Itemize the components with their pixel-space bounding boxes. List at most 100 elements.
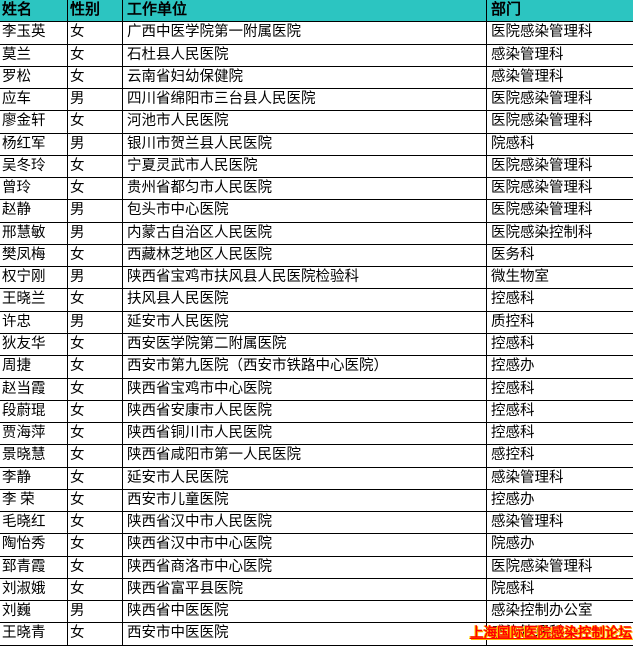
cell-name: 权宁刚	[2, 269, 46, 286]
cell-gender: 女	[67, 467, 122, 489]
cell-department: 控感办	[486, 489, 633, 512]
column-header-organization: 工作单位	[122, 0, 486, 22]
cell-organization: 银川市贺兰县人民医院	[122, 133, 486, 155]
cell-gender: 女	[67, 44, 122, 66]
table-row: 权宁刚 男陕西省宝鸡市扶风县人民医院检验科 微生物室	[0, 267, 633, 290]
cell-organization: 陕西省安康市人民医院	[122, 400, 486, 423]
table-row: 杨红军 男银川市贺兰县人民医院 院感科	[0, 133, 633, 156]
cell-gender: 男	[67, 311, 122, 333]
cell-department: 控感科	[486, 378, 633, 400]
forum-watermark: 上海国际医院感染控制论坛	[470, 625, 632, 640]
cell-gender: 男	[67, 89, 122, 111]
table-header-row: 姓名 性别 工作单位 部门	[0, 0, 633, 23]
cell-gender: 女	[67, 578, 122, 601]
cell-gender: 女	[67, 512, 122, 534]
cell-department: 控感科	[486, 423, 633, 445]
table-row: 莫兰 女石杜县人民医院 感染管理科	[0, 44, 633, 67]
cell-department: 医院感染管理科	[486, 111, 633, 133]
cell-gender: 女	[67, 178, 122, 200]
cell-name: 赵当霞	[2, 380, 46, 397]
cell-organization: 西安市第九医院（西安市铁路中心医院）	[122, 356, 486, 378]
table-row: 狄友华 女西安医学院第二附属医院 控感科	[0, 333, 633, 357]
table-body: 李玉英女广西中医学院第一附属医院 医院感染管理科 莫兰女石杜县人民医院 感染管理科 罗松…	[0, 22, 633, 646]
table-row: 罗松 女云南省妇幼保健院 感染管理科	[0, 66, 633, 90]
table-row: 曾玲 女贵州省都匀市人民医院 医院感染管理科	[0, 178, 633, 201]
cell-department: 质控科	[486, 311, 633, 333]
cell-department: 医务科	[486, 244, 633, 267]
table-row: 郅青霞 女陕西省商洛市中心医院 医院感染管理科	[0, 556, 633, 579]
cell-gender: 男	[67, 133, 122, 155]
cell-department: 医院感染控制科	[486, 222, 633, 244]
table-row: 王晓兰 女扶风县人民医院 控感科	[0, 289, 633, 312]
cell-department: 控感办	[486, 356, 633, 378]
cell-name: 李静	[2, 469, 31, 486]
cell-gender: 女	[67, 289, 122, 311]
cell-name: 李 荣	[2, 491, 35, 508]
table-row: 吴冬玲 女宁夏灵武市人民医院 医院感染管理科	[0, 155, 633, 179]
cell-organization: 包头市中心医院	[122, 200, 486, 222]
cell-name: 周捷	[2, 358, 31, 375]
cell-gender: 女	[67, 556, 122, 578]
cell-name: 许忠	[2, 313, 31, 330]
cell-department: 控感科	[486, 289, 633, 311]
cell-organization: 宁夏灵武市人民医院	[122, 155, 486, 178]
cell-gender: 男	[67, 601, 122, 623]
table-row: 李 荣 女西安市儿童医院 控感办	[0, 489, 633, 513]
cell-name: 景晓慧	[2, 447, 46, 464]
cell-department: 医院感染管理科	[486, 22, 633, 44]
cell-department: 院感办	[486, 534, 633, 556]
table-row: 李静 女延安市人民医院 感染管理科	[0, 467, 633, 490]
cell-department: 控感科	[486, 333, 633, 356]
cell-organization: 内蒙古自治区人民医院	[122, 222, 486, 244]
cell-organization: 云南省妇幼保健院	[122, 66, 486, 89]
table-row: 刘巍 男陕西省中医医院 感染控制办公室	[0, 601, 633, 624]
cell-name: 刘淑娥	[2, 580, 46, 597]
cell-department: 感染管理科	[486, 467, 633, 489]
table-row: 段蔚琨 女陕西省安康市人民医院 控感科	[0, 400, 633, 424]
cell-department: 感染管理科	[486, 623, 633, 645]
cell-gender: 女	[67, 22, 122, 44]
table-row: 毛晓红 女陕西省汉中市人民医院 感染管理科	[0, 512, 633, 535]
cell-organization: 西安市儿童医院	[122, 489, 486, 512]
cell-department: 医院感染管理科	[486, 89, 633, 111]
cell-organization: 陕西省汉中市中心医院	[122, 534, 486, 556]
cell-department: 控感科	[486, 400, 633, 423]
table-row: 陶怡秀 女陕西省汉中市中心医院 院感办	[0, 534, 633, 557]
cell-organization: 石杜县人民医院	[122, 44, 486, 66]
cell-organization: 西藏林芝地区人民医院	[122, 244, 486, 267]
cell-department: 感控科	[486, 445, 633, 467]
table-row: 赵当霞 女陕西省宝鸡市中心医院 控感科	[0, 378, 633, 401]
cell-gender: 女	[67, 111, 122, 133]
column-header-department: 部门	[486, 0, 633, 22]
cell-gender: 女	[67, 534, 122, 556]
cell-name: 刘巍	[2, 603, 31, 620]
table-row: 周捷 女西安市第九医院（西安市铁路中心医院） 控感办	[0, 356, 633, 379]
cell-name: 毛晓红	[2, 514, 46, 531]
cell-organization: 广西中医学院第一附属医院	[122, 22, 486, 44]
cell-organization: 陕西省中医医院	[122, 601, 486, 623]
table-row: 廖金轩 女河池市人民医院 医院感染管理科	[0, 111, 633, 134]
cell-department: 医院感染管理科	[486, 155, 633, 178]
cell-department: 感染管理科	[486, 44, 633, 66]
cell-organization: 四川省绵阳市三台县人民医院	[122, 89, 486, 111]
cell-department: 感染管理科	[486, 66, 633, 89]
cell-gender: 女	[67, 378, 122, 400]
table-row: 许忠 男延安市人民医院 质控科	[0, 311, 633, 334]
cell-department: 院感科	[486, 578, 633, 601]
cell-gender: 女	[67, 423, 122, 445]
table-row: 贾海萍 女陕西省铜川市人民医院 控感科	[0, 423, 633, 446]
table-row: 李玉英 女广西中医学院第一附属医院 医院感染管理科	[0, 22, 633, 45]
cell-organization: 河池市人民医院	[122, 111, 486, 133]
cell-gender: 男	[67, 200, 122, 222]
cell-organization: 延安市人民医院	[122, 311, 486, 333]
cell-name: 王晓青	[2, 625, 46, 642]
cell-name: 狄友华	[2, 335, 46, 352]
cell-organization: 陕西省宝鸡市扶风县人民医院检验科	[122, 267, 486, 289]
cell-gender: 女	[67, 445, 122, 467]
column-header-gender: 性别	[67, 0, 122, 22]
cell-name: 邢慧敏	[2, 224, 46, 241]
cell-name: 郅青霞	[2, 558, 46, 575]
cell-department: 医院感染管理科	[486, 200, 633, 222]
